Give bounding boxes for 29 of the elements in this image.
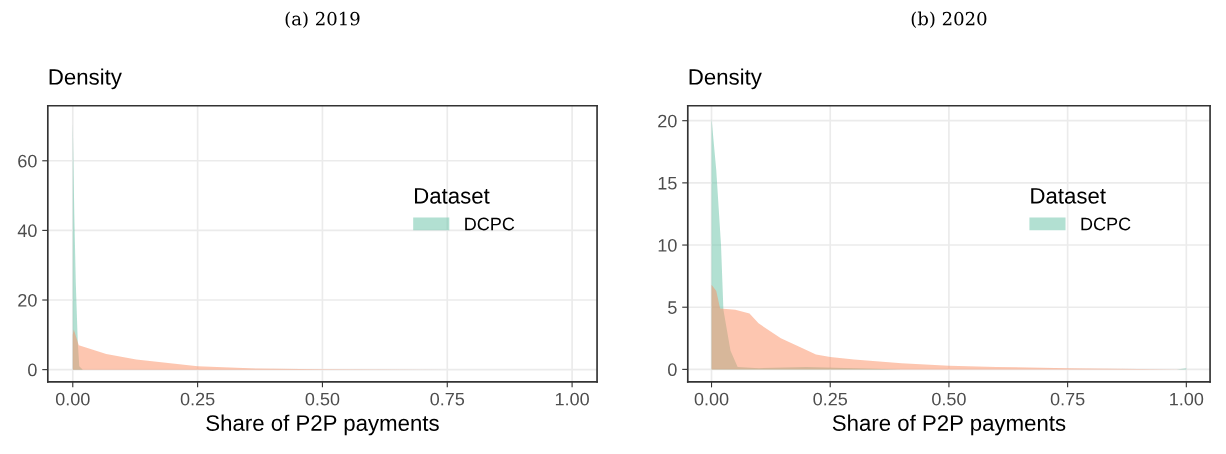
legend-title: Dataset: [415, 188, 490, 204]
y-tick-label: 10: [658, 238, 677, 252]
x-axis-title: Share of P2P payments: [832, 414, 1066, 436]
y-tick-label: 0: [28, 363, 37, 377]
chart-title: (b) 2020: [911, 11, 987, 29]
x-tick-label: 0.50: [932, 392, 966, 406]
x-tick-label: 1.00: [555, 392, 589, 406]
legend-label: DCPC: [1081, 217, 1131, 231]
x-tick-label: 0.50: [305, 392, 340, 406]
y-tick-label: 5: [668, 301, 677, 314]
x-axis-title: Share of P2P payments: [206, 414, 439, 436]
y-tick-label: 60: [18, 154, 37, 168]
legend-title: Dataset: [1031, 188, 1106, 204]
y-tick-label: 15: [658, 176, 677, 190]
y-tick-label: 0: [668, 363, 677, 377]
x-tick-label: 0.00: [694, 392, 729, 406]
y-tick-label: 40: [17, 224, 37, 238]
y-tick-label: 20: [18, 293, 37, 307]
y-axis-title: Density: [49, 68, 122, 90]
y-axis-title: Density: [689, 68, 762, 90]
y-tick-label: 20: [658, 114, 677, 128]
x-tick-label: 0.00: [55, 392, 90, 406]
x-tick-label: 1.00: [1170, 392, 1204, 406]
chart-title: (a) 2019: [285, 11, 360, 29]
x-tick-label: 0.75: [1050, 392, 1085, 406]
x-tick-label: 0.25: [813, 392, 848, 406]
x-tick-label: 0.25: [180, 392, 215, 406]
x-tick-label: 0.75: [430, 392, 465, 406]
legend-label: DCPC: [465, 217, 515, 231]
